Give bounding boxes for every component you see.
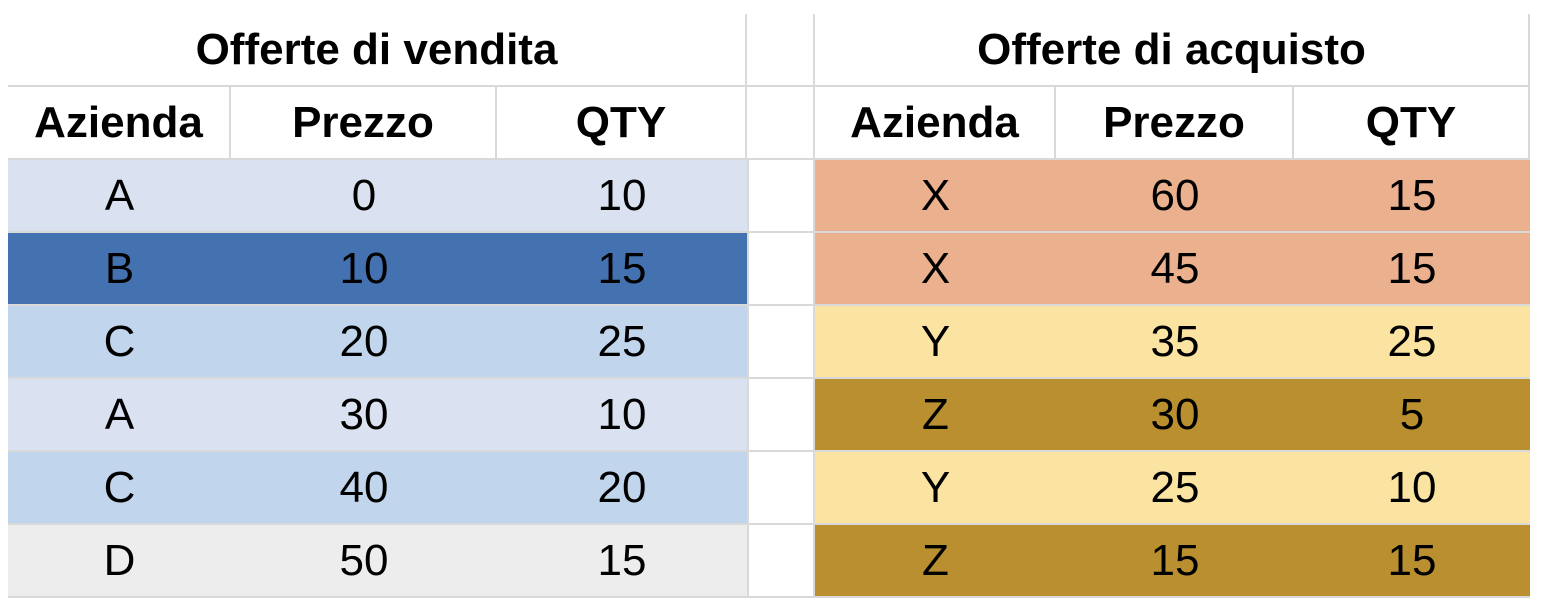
sell-cell-qty[interactable]: 25 bbox=[497, 306, 747, 379]
sell-cell-price[interactable]: 20 bbox=[231, 306, 497, 379]
title-row: Offerte di vendita Offerte di acquisto bbox=[8, 14, 1530, 87]
sell-cell-qty[interactable]: 10 bbox=[497, 379, 747, 452]
buy-header-company[interactable]: Azienda bbox=[815, 87, 1056, 160]
buy-cell-company[interactable]: Z bbox=[815, 379, 1056, 452]
sell-cell-price[interactable]: 50 bbox=[231, 525, 497, 598]
table-row: C 40 20 Y 25 10 bbox=[8, 452, 1530, 525]
spacer-cell[interactable] bbox=[747, 233, 815, 306]
sell-cell-qty[interactable]: 20 bbox=[497, 452, 747, 525]
sell-header-company[interactable]: Azienda bbox=[8, 87, 231, 160]
sell-header-qty[interactable]: QTY bbox=[497, 87, 747, 160]
sell-cell-company[interactable]: B bbox=[8, 233, 231, 306]
spacer-cell[interactable] bbox=[747, 87, 815, 160]
sell-cell-qty[interactable]: 15 bbox=[497, 233, 747, 306]
buy-cell-price[interactable]: 60 bbox=[1056, 160, 1294, 233]
buy-cell-price[interactable]: 15 bbox=[1056, 525, 1294, 598]
sell-cell-price[interactable]: 0 bbox=[231, 160, 497, 233]
buy-cell-qty[interactable]: 15 bbox=[1294, 160, 1530, 233]
sell-cell-company[interactable]: A bbox=[8, 379, 231, 452]
table-row: D 50 15 Z 15 15 bbox=[8, 525, 1530, 598]
sell-cell-price[interactable]: 30 bbox=[231, 379, 497, 452]
sell-cell-company[interactable]: A bbox=[8, 160, 231, 233]
spacer-cell[interactable] bbox=[747, 306, 815, 379]
buy-header-price[interactable]: Prezzo bbox=[1056, 87, 1294, 160]
buy-cell-company[interactable]: Y bbox=[815, 306, 1056, 379]
buy-cell-qty[interactable]: 25 bbox=[1294, 306, 1530, 379]
spacer-cell[interactable] bbox=[747, 452, 815, 525]
buy-cell-price[interactable]: 35 bbox=[1056, 306, 1294, 379]
sell-cell-qty[interactable]: 15 bbox=[497, 525, 747, 598]
buy-cell-price[interactable]: 25 bbox=[1056, 452, 1294, 525]
sell-cell-company[interactable]: C bbox=[8, 452, 231, 525]
sell-offers-title[interactable]: Offerte di vendita bbox=[8, 14, 747, 87]
buy-cell-qty[interactable]: 10 bbox=[1294, 452, 1530, 525]
buy-cell-price[interactable]: 45 bbox=[1056, 233, 1294, 306]
buy-cell-price[interactable]: 30 bbox=[1056, 379, 1294, 452]
buy-cell-company[interactable]: X bbox=[815, 233, 1056, 306]
table-row: A 0 10 X 60 15 bbox=[8, 160, 1530, 233]
spacer-cell[interactable] bbox=[747, 160, 815, 233]
spreadsheet-grid: Offerte di vendita Offerte di acquisto A… bbox=[8, 14, 1530, 600]
table-row: C 20 25 Y 35 25 bbox=[8, 306, 1530, 379]
buy-header-qty[interactable]: QTY bbox=[1294, 87, 1530, 160]
table-row: B 10 15 X 45 15 bbox=[8, 233, 1530, 306]
spacer-cell[interactable] bbox=[747, 14, 815, 87]
spacer-cell[interactable] bbox=[747, 525, 815, 598]
header-row: Azienda Prezzo QTY Azienda Prezzo QTY bbox=[8, 87, 1530, 160]
buy-offers-title[interactable]: Offerte di acquisto bbox=[815, 14, 1530, 87]
buy-cell-company[interactable]: X bbox=[815, 160, 1056, 233]
sell-cell-company[interactable]: D bbox=[8, 525, 231, 598]
buy-cell-qty[interactable]: 15 bbox=[1294, 525, 1530, 598]
sell-cell-qty[interactable]: 10 bbox=[497, 160, 747, 233]
sell-cell-price[interactable]: 40 bbox=[231, 452, 497, 525]
table-row: A 30 10 Z 30 5 bbox=[8, 379, 1530, 452]
buy-cell-company[interactable]: Y bbox=[815, 452, 1056, 525]
buy-cell-qty[interactable]: 5 bbox=[1294, 379, 1530, 452]
sell-header-price[interactable]: Prezzo bbox=[231, 87, 497, 160]
sell-cell-price[interactable]: 10 bbox=[231, 233, 497, 306]
buy-cell-qty[interactable]: 15 bbox=[1294, 233, 1530, 306]
buy-cell-company[interactable]: Z bbox=[815, 525, 1056, 598]
spacer-cell[interactable] bbox=[747, 379, 815, 452]
sell-cell-company[interactable]: C bbox=[8, 306, 231, 379]
